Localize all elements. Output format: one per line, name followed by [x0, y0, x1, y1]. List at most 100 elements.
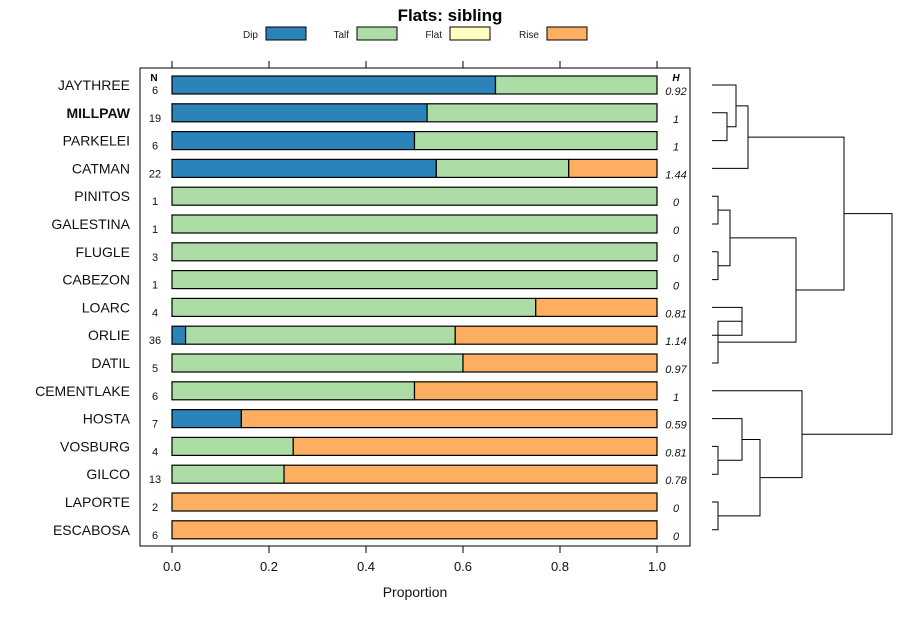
h-value: 1 [673, 142, 679, 154]
bar-segment-vosburg-rise [292, 436, 658, 456]
n-value: 6 [152, 391, 158, 403]
row-label: PARKELEI [63, 133, 130, 149]
row-label: CEMENTLAKE [35, 383, 130, 399]
plot-panel [139, 67, 691, 547]
legend-label-rise: Rise [519, 30, 539, 41]
n-value: 4 [152, 307, 158, 319]
row-label: MILLPAW [66, 105, 130, 121]
h-value: 0 [673, 197, 680, 209]
row-label: PINITOS [74, 188, 130, 204]
legend-label-dip: Dip [243, 30, 258, 41]
row-label: LAPORTE [65, 494, 130, 510]
h-value: 0.59 [665, 420, 686, 432]
h-value: 0 [673, 531, 680, 543]
legend-label-flat: Flat [425, 30, 442, 41]
bar-segment-pinitos-talf [171, 186, 658, 206]
x-tick-label: 0.8 [551, 559, 569, 574]
bar-segment-catman-rise [568, 158, 658, 178]
bar-segment-vosburg-talf [171, 436, 294, 456]
bar-segment-escabosa-rise [171, 520, 658, 540]
dendrogram-link [712, 251, 719, 281]
row-label: VOSBURG [60, 438, 130, 454]
h-value: 0 [673, 253, 680, 265]
row-label: GALESTINA [51, 216, 130, 232]
dendrogram-link [712, 112, 728, 142]
dendrogram-link [712, 84, 737, 128]
n-value: 6 [152, 530, 158, 542]
bar-segment-hosta-dip [171, 409, 242, 429]
bar-segment-parkelei-talf [413, 131, 658, 151]
dendrogram-link [718, 209, 731, 267]
n-value: 2 [152, 502, 158, 514]
h-value: 0 [673, 503, 680, 515]
row-label: JAYTHREE [58, 77, 130, 93]
n-value: 6 [152, 85, 158, 97]
h-value: 0.92 [665, 86, 686, 98]
row-label: GILCO [86, 466, 130, 482]
row-label: CABEZON [62, 272, 130, 288]
bar-segment-jaythree-dip [171, 75, 497, 95]
bar-segment-orlie-dip [171, 325, 187, 345]
h-value: 0.81 [665, 308, 686, 320]
x-tick-label: 0.4 [357, 559, 375, 574]
bar-segment-cabezon-talf [171, 270, 658, 290]
bar-segment-loarc-talf [171, 297, 537, 317]
bar-segment-laporte-rise [171, 492, 658, 512]
n-value: 6 [152, 141, 158, 153]
h-value: 0.97 [665, 364, 687, 376]
bar-segment-orlie-rise [454, 325, 658, 345]
row-label: FLUGLE [76, 244, 130, 260]
chart-title: Flats: sibling [398, 6, 503, 25]
n-value: 36 [149, 335, 161, 347]
h-value: 0.81 [665, 447, 686, 459]
x-tick-label: 0.6 [454, 559, 472, 574]
h-column-header: H [672, 73, 680, 84]
x-tick-label: 1.0 [648, 559, 666, 574]
bar-segment-orlie-talf [184, 325, 456, 345]
x-axis: 0.0 0.2 0.4 0.6 0.8 1.0 [163, 61, 666, 574]
bar-segment-flugle-talf [171, 242, 658, 262]
bar-segment-loarc-rise [535, 297, 658, 317]
n-value: 1 [152, 224, 158, 236]
x-tick-label: 0.0 [163, 559, 181, 574]
legend-swatch-dip [265, 26, 307, 41]
n-value: 4 [152, 446, 158, 458]
n-value: 7 [152, 419, 158, 431]
bar-segment-cementlake-rise [413, 381, 658, 401]
x-tick-label: 0.2 [260, 559, 278, 574]
bar-segment-parkelei-dip [171, 131, 416, 151]
dendrogram-link [712, 390, 803, 479]
h-value: 0.78 [665, 475, 687, 487]
n-value: 22 [149, 168, 161, 180]
h-value: 1 [673, 114, 679, 126]
bar-segment-datil-rise [462, 353, 658, 373]
n-value: 1 [152, 280, 158, 292]
h-value: 1.14 [665, 336, 686, 348]
h-value: 0 [673, 225, 680, 237]
dendrogram-link [712, 445, 719, 475]
legend-swatch-flat [449, 26, 491, 41]
n-value: 13 [149, 474, 161, 486]
n-value: 3 [152, 252, 158, 264]
bar-segment-millpaw-dip [171, 103, 428, 123]
bar-segment-millpaw-talf [426, 103, 658, 123]
row-label: ESCABOSA [53, 522, 131, 538]
dendrogram-link [712, 418, 743, 461]
row-label: HOSTA [83, 411, 131, 427]
dendrogram-link [802, 213, 893, 435]
bar-segment-hosta-rise [240, 409, 658, 429]
bars-group [171, 75, 658, 540]
n-value: 5 [152, 363, 158, 375]
dendrogram [712, 84, 893, 531]
row-label: CATMAN [72, 160, 130, 176]
bar-segment-catman-talf [435, 158, 570, 178]
n-column-header: N [150, 73, 157, 84]
n-value: 1 [152, 196, 158, 208]
bar-segment-gilco-rise [283, 464, 658, 484]
bar-segment-galestina-talf [171, 214, 658, 234]
dendrogram-link [712, 501, 719, 531]
h-value: 1 [673, 392, 679, 404]
dendrogram-link [712, 105, 749, 169]
row-label: DATIL [91, 355, 130, 371]
